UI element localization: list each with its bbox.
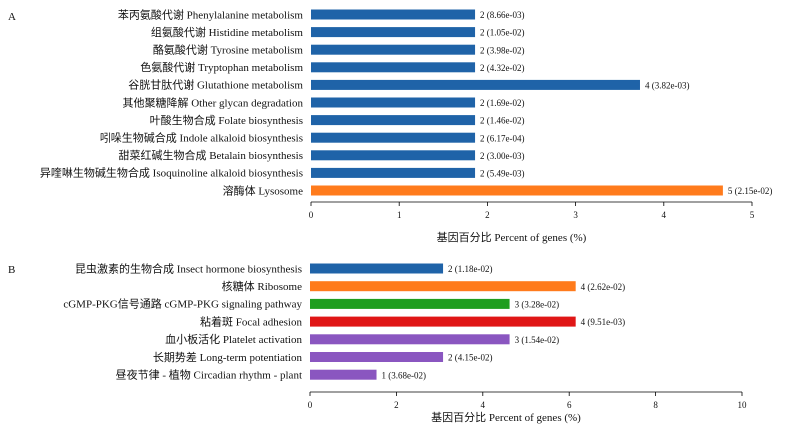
bar (310, 316, 576, 327)
bar (311, 167, 476, 178)
bar (311, 9, 476, 20)
category-label: 昼夜节律 - 植物 Circadian rhythm - plant (116, 368, 302, 382)
category-label: 异喹啉生物碱生物合成 Isoquinoline alkaloid biosynt… (40, 166, 303, 180)
bar (310, 298, 510, 309)
data-label: 2 (1.05e-02) (480, 28, 525, 38)
x-tick-label: 5 (750, 210, 755, 220)
category-label: 溶酶体 Lysosome (223, 183, 303, 197)
category-label: 叶酸生物合成 Folate biosynthesis (150, 113, 303, 127)
data-label: 2 (3.98e-02) (480, 45, 525, 55)
data-label: 2 (1.46e-02) (480, 116, 525, 126)
bar (310, 369, 377, 380)
category-label: 甜菜红碱生物合成 Betalain biosynthesis (118, 148, 303, 162)
x-tick-label: 3 (573, 210, 578, 220)
category-label: 组氨酸代谢 Histidine metabolism (151, 25, 304, 39)
data-label: 2 (5.49e-03) (480, 169, 525, 179)
x-axis-label: 基因百分比 Percent of genes (%) (431, 411, 581, 424)
x-tick-label: 4 (481, 400, 486, 410)
category-label: 苯丙氨酸代谢 Phenylalanine metabolism (118, 7, 304, 21)
x-tick-label: 6 (567, 400, 572, 410)
x-tick-label: 8 (653, 400, 658, 410)
panel-b: B 昆虫激素的生物合成 Insect hormone biosynthesis 2 … (8, 261, 747, 424)
data-label: 5 (2.15e-02) (728, 186, 773, 196)
data-label: 4 (2.62e-02) (581, 282, 626, 292)
category-label: 谷胱甘肽代谢 Glutathione metabolism (128, 78, 303, 92)
panel-label: A (8, 11, 16, 23)
data-label: 2 (1.18e-02) (448, 264, 493, 274)
x-tick-label: 4 (662, 210, 667, 220)
bar (311, 97, 476, 108)
bar (311, 185, 723, 196)
panel-a: A 苯丙氨酸代谢 Phenylalanine metabolism 2 (8.66e… (8, 7, 772, 244)
data-label: 2 (8.66e-03) (480, 10, 525, 20)
bar (310, 263, 444, 274)
category-label: cGMP-PKG信号通路 cGMP-PKG signaling pathway (63, 298, 302, 311)
category-label: 昆虫激素的生物合成 Insect hormone biosynthesis (75, 261, 302, 275)
category-label: 长期势差 Long-term potentiation (153, 350, 303, 364)
x-tick-label: 10 (738, 400, 748, 410)
bar (311, 115, 476, 126)
x-tick-label: 0 (308, 400, 313, 410)
data-label: 3 (3.28e-02) (515, 300, 560, 310)
x-tick-label: 2 (485, 210, 490, 220)
bar (311, 44, 476, 55)
data-label: 1 (3.68e-02) (382, 370, 427, 380)
x-tick-label: 2 (394, 400, 399, 410)
bar (310, 352, 444, 362)
bar (311, 79, 640, 90)
bar (310, 334, 510, 345)
data-label: 4 (3.82e-03) (645, 81, 690, 91)
category-label: 酪氨酸代谢 Tyrosine metabolism (153, 43, 304, 57)
bar (311, 150, 476, 161)
bar (311, 27, 476, 38)
data-label: 2 (4.15e-02) (448, 353, 493, 363)
category-label: 血小板活化 Platelet activation (165, 332, 302, 346)
bar (311, 62, 476, 73)
category-label: 色氨酸代谢 Tryptophan metabolism (140, 60, 303, 74)
x-tick-label: 1 (397, 210, 402, 220)
data-label: 2 (6.17e-04) (480, 133, 525, 143)
panel-label: B (8, 264, 15, 276)
data-label: 2 (3.00e-03) (480, 151, 525, 161)
category-label: 粘着斑 Focal adhesion (200, 314, 303, 328)
data-label: 2 (1.69e-02) (480, 98, 525, 108)
x-axis-label: 基因百分比 Percent of genes (%) (437, 231, 587, 244)
category-label: 核糖体 Ribosome (222, 279, 302, 293)
data-label: 4 (9.51e-03) (581, 317, 626, 327)
category-label: 吲哚生物碱合成 Indole alkaloid biosynthesis (100, 131, 303, 145)
bar (310, 281, 576, 292)
data-label: 2 (4.32e-02) (480, 63, 525, 73)
category-label: 其他聚糖降解 Other glycan degradation (122, 95, 303, 109)
x-tick-label: 0 (309, 210, 314, 220)
bar (311, 132, 476, 143)
data-label: 3 (1.54e-02) (515, 335, 560, 345)
